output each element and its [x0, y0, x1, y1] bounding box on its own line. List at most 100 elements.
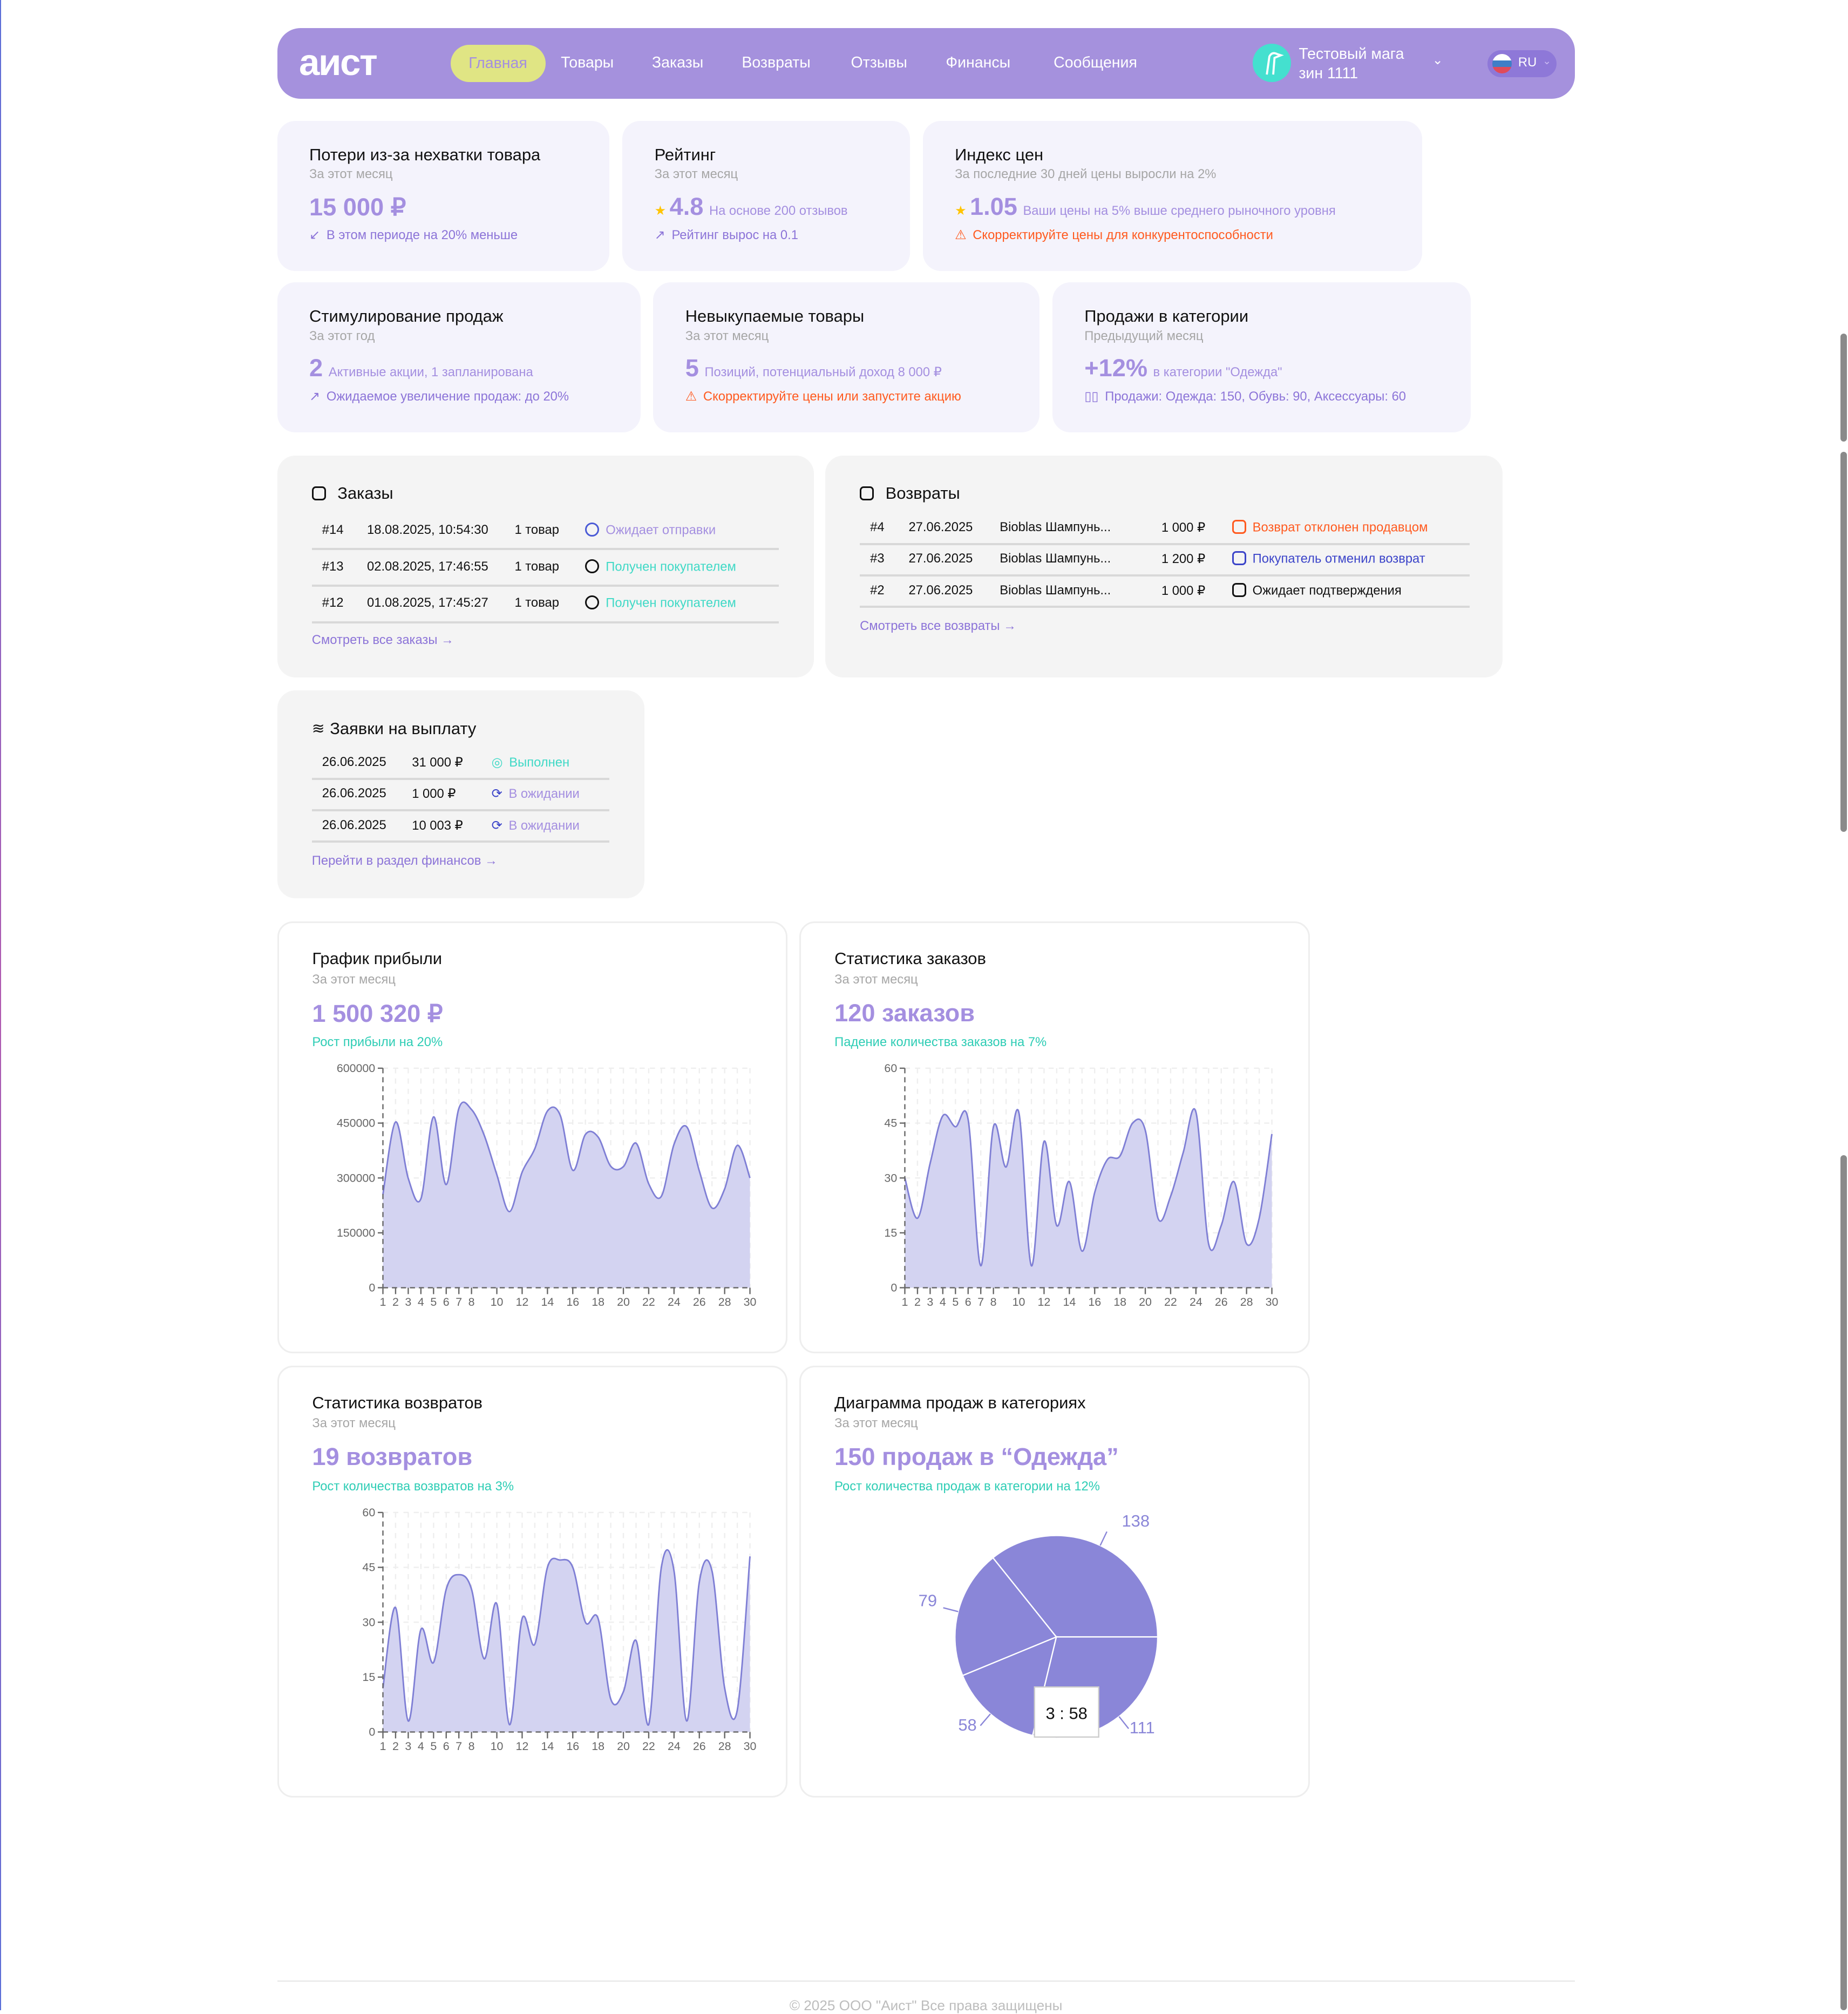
chart-card-growth: Рост прибыли на 20%	[312, 1035, 443, 1050]
refresh-icon: ⟳	[492, 786, 502, 801]
scrollbar-thumb[interactable]	[1840, 334, 1847, 442]
nav-finance[interactable]: Финансы	[946, 54, 1010, 72]
x-tick-label: 28	[718, 1740, 731, 1753]
chevron-down-icon: ⌄	[1543, 55, 1551, 67]
nav-home[interactable]: Главная	[451, 45, 546, 82]
chart-card-value: 1 500 320 ₽	[312, 999, 443, 1028]
all-orders-link[interactable]: Смотреть все заказы →	[312, 633, 454, 648]
x-tick-label: 18	[592, 1296, 604, 1308]
payout-status: ⟳В ожидании	[492, 818, 580, 833]
x-tick-label: 16	[566, 1296, 579, 1308]
chart-card-subtitle: За этот месяц	[834, 1416, 918, 1431]
footer-divider	[277, 1981, 1575, 1982]
language-label: RU	[1518, 55, 1537, 70]
nav-products[interactable]: Товары	[561, 54, 614, 72]
kpi-value-line: 5 Позиций, потенциальный доход 8 000 ₽	[685, 354, 942, 382]
trend-arrow-icon: ↙	[309, 228, 320, 242]
box-check-icon	[585, 595, 599, 609]
kpi-value: +12%	[1084, 354, 1147, 382]
x-tick-label: 20	[1139, 1296, 1152, 1308]
y-tick-label: 0	[369, 1281, 375, 1294]
x-tick-label: 3	[927, 1296, 934, 1308]
language-selector[interactable]: RU ⌄	[1487, 50, 1557, 77]
pie-label-leader	[1119, 1717, 1129, 1728]
nav-messages[interactable]: Сообщения	[1054, 54, 1137, 72]
order-qty: 1 товар	[514, 595, 559, 611]
nav-orders[interactable]: Заказы	[652, 54, 703, 72]
return-product: Bioblas Шампунь...	[1000, 583, 1111, 598]
chart-card-subtitle: За этот месяц	[312, 972, 396, 987]
kpi-value-line: +12% в категории "Одежда"	[1084, 354, 1282, 382]
pie-tooltip-text: 3 : 58	[1046, 1704, 1088, 1723]
cancel-return-icon	[1232, 551, 1246, 565]
nav-returns[interactable]: Возвраты	[742, 54, 810, 72]
kpi-value-note: Позиций, потенциальный доход 8 000 ₽	[704, 365, 941, 379]
scrollbar-thumb[interactable]	[1840, 452, 1847, 832]
x-tick-label: 8	[990, 1296, 997, 1308]
kpi-value-note: в категории "Одежда"	[1153, 365, 1282, 379]
window-edge	[0, 0, 1, 2010]
chart-card-value: 150 продаж в “Одежда”	[834, 1443, 1119, 1471]
kpi-subtitle: Предыдущий месяц	[1084, 329, 1203, 344]
x-tick-label: 30	[743, 1740, 756, 1753]
kpi-value: 2	[309, 354, 323, 382]
shop-avatar[interactable]	[1253, 44, 1291, 82]
kpi-subtitle: За последние 30 дней цены выросли на 2%	[955, 167, 1216, 182]
y-tick-label: 60	[362, 1506, 375, 1519]
kpi-value-note: На основе 200 отзывов	[709, 204, 848, 218]
kpi-note: ↙В этом периоде на 20% меньше	[309, 227, 518, 243]
y-tick-label: 450000	[337, 1117, 375, 1130]
kpi-note-text: Рейтинг вырос на 0.1	[671, 228, 798, 242]
chart-card-growth: Рост количества возвратов на 3%	[312, 1479, 514, 1494]
x-tick-label: 2	[914, 1296, 921, 1308]
kpi-value-line: ★ 1.05 Ваши цены на 5% выше среднего рын…	[955, 193, 1336, 221]
chart-card-value: 120 заказов	[834, 999, 975, 1027]
kpi-note-text: Скорректируйте цены или запустите акцию	[703, 389, 961, 404]
warning-icon: ⚠	[685, 389, 697, 404]
x-tick-label: 2	[392, 1296, 399, 1308]
x-tick-label: 1	[379, 1296, 386, 1308]
payout-status-text: В ожидании	[508, 786, 579, 801]
trend-arrow-icon: ↗	[655, 228, 665, 242]
pie-label: 138	[1122, 1511, 1150, 1530]
finance-section-link[interactable]: Перейти в раздел финансов →	[312, 853, 498, 869]
x-tick-label: 26	[1215, 1296, 1228, 1308]
kpi-value-line: ★ 4.8 На основе 200 отзывов	[655, 193, 848, 221]
chart-card-subtitle: За этот месяц	[834, 972, 918, 987]
y-tick-label: 45	[362, 1561, 375, 1574]
scrollbar-thumb[interactable]	[1840, 1155, 1847, 2010]
kpi-value: 5	[685, 354, 699, 382]
return-amount: 1 000 ₽	[1161, 520, 1205, 535]
return-icon	[860, 486, 874, 500]
return-id: #4	[870, 520, 884, 535]
kpi-title: Рейтинг	[655, 145, 716, 165]
kpi-value-note: Ваши цены на 5% выше среднего рыночного …	[1023, 204, 1335, 218]
y-tick-label: 15	[362, 1671, 375, 1684]
chevron-down-icon[interactable]: ⌄	[1432, 52, 1443, 68]
x-tick-label: 5	[430, 1740, 437, 1753]
stork-icon	[1253, 44, 1291, 82]
all-returns-link[interactable]: Смотреть все возвраты →	[860, 619, 1016, 634]
y-tick-label: 150000	[337, 1226, 375, 1239]
logo[interactable]: аист	[299, 41, 376, 84]
nav-reviews[interactable]: Отзывы	[851, 54, 907, 72]
shop-name[interactable]: Тестовый магазин 1111	[1299, 45, 1409, 83]
y-tick-label: 30	[362, 1616, 375, 1629]
x-tick-label: 14	[541, 1296, 554, 1308]
